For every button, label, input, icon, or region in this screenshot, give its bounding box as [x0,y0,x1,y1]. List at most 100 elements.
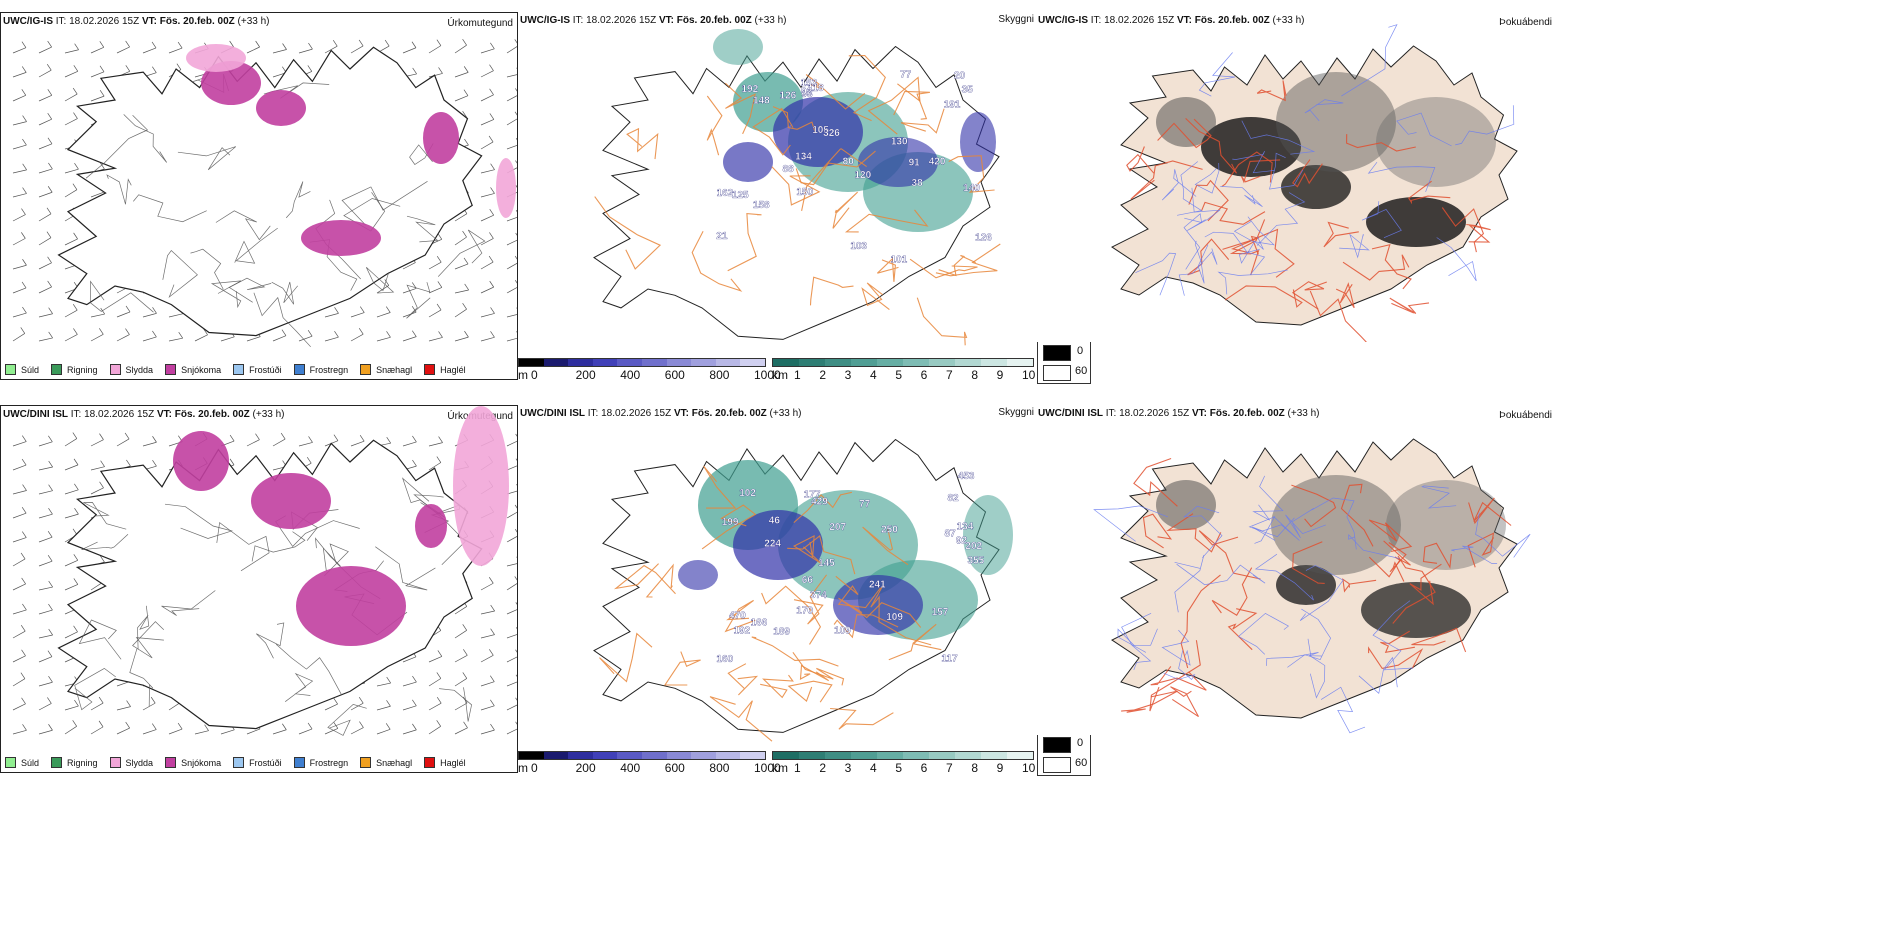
fog-indicator-map [1111,24,1518,342]
wind-barb [12,169,27,174]
legend-item: Slydda [109,757,153,768]
wind-barb [402,729,417,735]
wind-barb [12,703,26,711]
dense-fog-area [1361,582,1471,638]
colorbar-bin [851,359,877,366]
wind-barb [12,630,26,639]
panel-header: UWC/DINI ISL IT: 18.02.2026 15Z VT: Fös.… [520,408,802,419]
colorbar-tick-label: 8 [971,761,979,773]
wind-barb [116,46,130,54]
wind-barb [220,336,235,342]
colorbar-bin [877,359,903,366]
wind-barb [38,168,53,174]
fog-legend-min-label: 60 [1075,757,1088,769]
wind-barb [142,441,157,447]
legend-swatch [360,364,372,375]
fog-area [1156,480,1216,530]
wind-barb [454,236,467,246]
wind-barb [246,728,261,735]
legend-swatch [293,364,305,375]
colorbar-tick-label: 6 [920,368,928,380]
panel-title: Skyggni [998,14,1034,25]
wind-barb [12,464,27,471]
colorbar-tick-label: 7 [946,761,953,773]
fog-area [1276,72,1396,172]
wind-barb [64,489,79,495]
colorbar-strip [518,358,766,367]
dense-fog-area [1276,565,1336,605]
wind-barb [12,537,27,543]
legend-swatch [5,757,16,768]
wind-barb [38,681,53,687]
wind-barb [428,442,443,447]
colorbar-bin [691,359,716,366]
legend-item: Snæhagl [360,364,412,375]
visibility-colorbar: km 1 2 3 4 5 6 7 8 9 10 [772,358,1037,380]
wind-barb [506,95,517,102]
cloud-base-label: 109 [886,612,903,623]
wind-barb [506,490,517,495]
colorbar-bin [851,752,877,759]
wind-barb [428,656,442,663]
wind-barb [38,536,53,543]
wind-barb [12,512,27,519]
wind-barb [454,630,467,639]
wind-barb [64,513,79,519]
wind-barb [38,490,53,495]
colorbar-bin [773,359,799,366]
cloud-base-area [733,510,823,580]
precip-type-map [12,38,517,348]
wind-barb [454,727,468,735]
dense-fog-area [1201,117,1301,177]
wind-barb [376,336,391,342]
fog-legend-max-label: 0 [1077,737,1084,749]
cloud-base-label: 166 [750,617,767,628]
wind-barb [90,466,105,471]
colorbar-tick-label: 7 [946,368,953,380]
cloud-base-label: 91 [909,158,921,169]
fog-legend-row2: 0 60 [1037,730,1091,776]
wind-barb [428,45,442,54]
cloud-base-label: 105 [812,125,829,136]
fog-legend-min-label: 60 [1075,365,1088,377]
wind-barb [428,462,442,471]
wind-barb [38,337,53,342]
legend-swatch [233,757,245,768]
wind-barb [480,610,495,615]
wind-barb [90,47,104,54]
wind-barb [506,337,517,342]
wind-barb [506,440,517,447]
wind-barb [38,560,53,567]
low-visibility-area [713,29,763,65]
cloud-base-label: 125 [732,190,749,201]
wind-barb [12,655,26,663]
cloud-base-label: 93 [801,89,813,100]
colorbar-bin [666,359,692,366]
wind-barb [12,312,27,318]
legend-item: Frostregn [293,364,348,375]
colorbar-bin [519,359,544,366]
cloud-base-label: 82 [947,493,959,504]
panel-title: Þokuábendi [1499,410,1552,421]
colorbar-tick-label: 9 [996,761,1004,773]
colorbar-bin [641,359,667,366]
panel-header: UWC/DINI ISL IT: 18.02.2026 15Z VT: Fös.… [3,409,285,420]
cloud-base-label: 160 [716,654,733,665]
wind-barb [64,584,78,591]
colorbar-tick-label: 10 [1022,368,1036,380]
cloud-base-label: 374 [810,590,827,601]
colorbar-bin [903,359,929,366]
colorbar-bin [929,359,955,366]
colorbar-tick-label: 600 [664,368,685,380]
wind-barb [246,46,260,54]
wind-barb [90,726,104,735]
colorbar-bin [666,752,692,759]
wind-barb [220,729,235,735]
cloud-base-area [723,142,773,182]
colorbar-tick-label: 200 [575,368,596,380]
legend-label: Snjókoma [181,364,222,375]
colorbar-bin [799,359,825,366]
colorbar-bin [903,752,929,759]
wind-barb [90,581,103,591]
visibility-colorbar: km 1 2 3 4 5 6 7 8 9 10 [772,751,1037,773]
